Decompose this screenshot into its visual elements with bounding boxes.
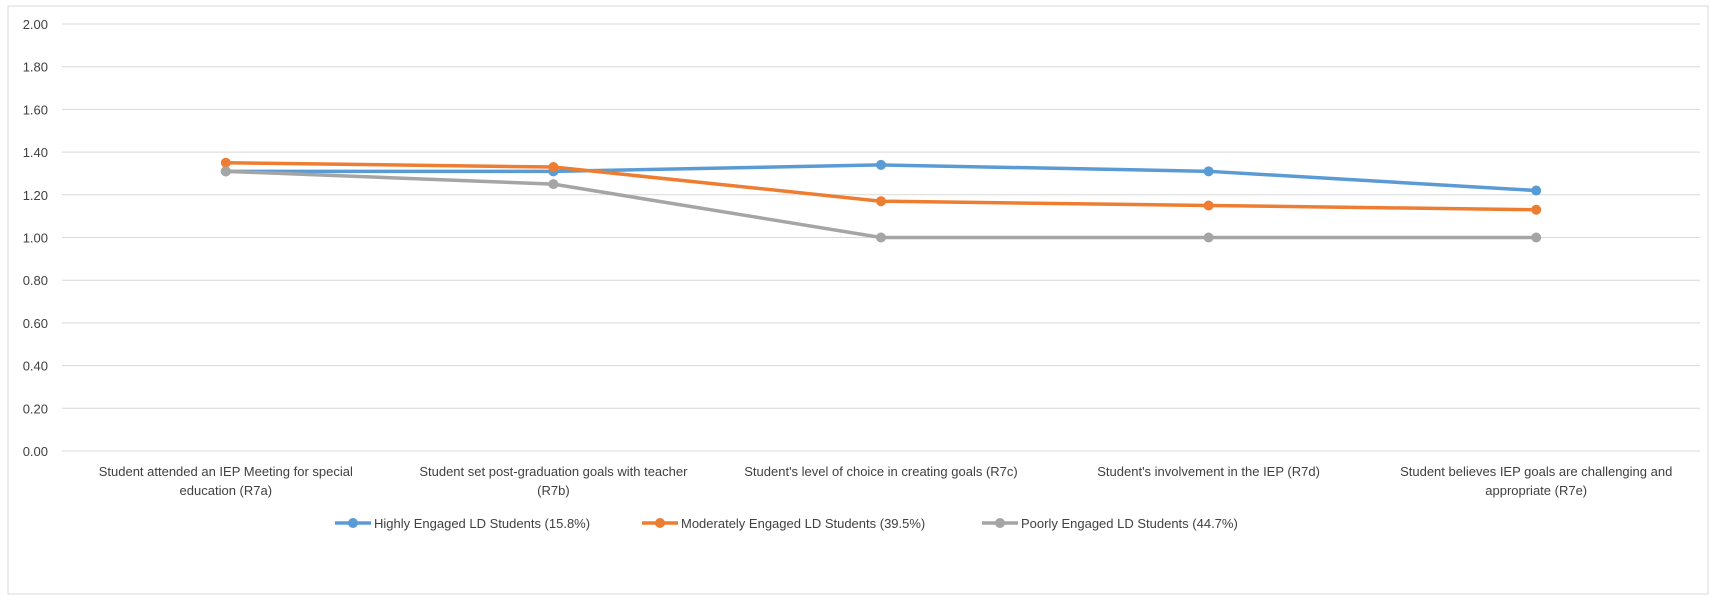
chart-border	[7, 5, 1709, 595]
data-point	[1531, 185, 1542, 196]
x-category-label: Student's involvement in the IEP (R7d)	[1097, 464, 1320, 479]
x-category-label: Student attended an IEP Meeting for spec…	[99, 464, 353, 498]
data-point	[220, 166, 231, 177]
x-category-label: Student set post-graduation goals with t…	[419, 464, 688, 498]
data-point	[548, 179, 559, 190]
legend: Highly Engaged LD Students (15.8%) Modera…	[335, 516, 1238, 531]
y-tick-label: 1.00	[23, 231, 48, 246]
x-category-label-line: (R7b)	[537, 483, 570, 498]
y-tick-label: 1.20	[23, 188, 48, 203]
y-tick-label: 0.60	[23, 316, 48, 331]
legend-item: Poorly Engaged LD Students (44.7%)	[982, 516, 1238, 531]
x-category-label-line: Student set post-graduation goals with t…	[419, 464, 688, 479]
series-3	[220, 166, 1542, 243]
data-point	[1531, 204, 1542, 215]
x-category-label-line: appropriate (R7e)	[1485, 483, 1587, 498]
data-point	[1203, 200, 1214, 211]
y-axis-tick-labels: 0.00 0.20 0.40 0.60 0.80 1.00 1.20 1.40 1.60 1.80…	[23, 17, 48, 459]
y-tick-label: 1.60	[23, 102, 48, 117]
series-lines	[220, 157, 1542, 243]
y-tick-label: 0.80	[23, 273, 48, 288]
data-point	[876, 232, 886, 243]
legend-marker	[348, 518, 358, 528]
legend-marker	[655, 518, 665, 528]
legend-label: Poorly Engaged LD Students (44.7%)	[1021, 516, 1238, 531]
x-category-label: Student believes IEP goals are challengi…	[1400, 464, 1672, 498]
y-tick-label: 0.00	[23, 444, 48, 459]
data-point	[876, 196, 886, 207]
x-category-label-line: education (R7a)	[180, 483, 273, 498]
y-tick-label: 1.40	[23, 145, 48, 160]
legend-item: Moderately Engaged LD Students (39.5%)	[642, 516, 925, 531]
x-axis-category-labels: Student attended an IEP Meeting for spec…	[99, 464, 1673, 498]
y-tick-label: 1.80	[23, 60, 48, 75]
data-point	[876, 159, 886, 170]
data-point	[1531, 232, 1542, 243]
legend-marker	[995, 518, 1005, 528]
data-point	[220, 157, 231, 168]
legend-item: Highly Engaged LD Students (15.8%)	[335, 516, 590, 531]
legend-label: Highly Engaged LD Students (15.8%)	[374, 516, 590, 531]
data-point	[1203, 232, 1214, 243]
data-point	[548, 162, 559, 173]
legend-label: Moderately Engaged LD Students (39.5%)	[681, 516, 925, 531]
y-tick-label: 0.20	[23, 401, 48, 416]
x-category-label: Student's level of choice in creating go…	[744, 464, 1017, 479]
series-2	[220, 157, 1542, 215]
y-tick-label: 2.00	[23, 17, 48, 32]
data-point	[1203, 166, 1214, 177]
y-tick-label: 0.40	[23, 359, 48, 374]
x-category-label-line: Student's involvement in the IEP (R7d)	[1097, 464, 1320, 479]
x-category-label-line: Student attended an IEP Meeting for spec…	[99, 464, 353, 479]
x-category-label-line: Student's level of choice in creating go…	[744, 464, 1017, 479]
x-category-label-line: Student believes IEP goals are challengi…	[1400, 464, 1672, 479]
